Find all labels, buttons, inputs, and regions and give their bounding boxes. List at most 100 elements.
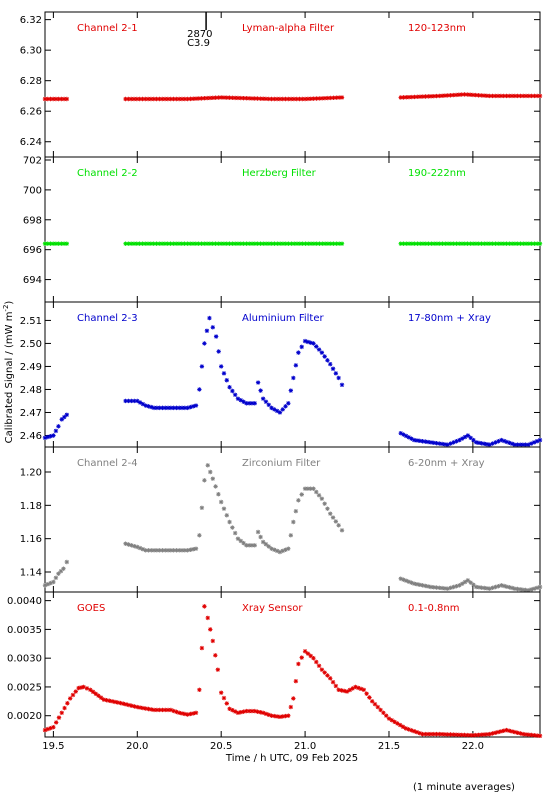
data-point: [498, 729, 504, 734]
data-point: [288, 704, 294, 710]
data-point: [51, 725, 56, 730]
data-point: [188, 711, 193, 717]
x-tick-label: 22.0: [462, 741, 484, 752]
data-point: [42, 435, 48, 440]
data-point: [467, 732, 473, 738]
data-point: [507, 241, 512, 246]
data-point: [456, 92, 462, 97]
data-point: [61, 566, 66, 571]
data-point: [258, 241, 263, 246]
data-point: [266, 712, 271, 717]
data-point: [418, 241, 423, 246]
data-point: [465, 433, 471, 438]
data-point: [266, 96, 271, 102]
x-tick-label: 20.0: [126, 741, 148, 752]
data-point: [275, 241, 280, 246]
data-point: [51, 433, 56, 438]
data-point: [537, 241, 543, 246]
data-point: [61, 241, 67, 246]
data-point: [291, 519, 296, 525]
data-point: [45, 726, 50, 732]
data-point: [129, 703, 134, 708]
data-point: [490, 585, 495, 591]
data-point: [179, 241, 184, 246]
data-point: [504, 439, 509, 445]
data-point: [286, 401, 291, 406]
data-point: [328, 511, 333, 516]
data-point: [134, 96, 140, 102]
data-point: [280, 407, 285, 412]
data-point: [191, 404, 196, 409]
data-point: [386, 716, 392, 721]
data-point: [454, 583, 459, 589]
data-point: [227, 95, 232, 100]
data-point: [406, 727, 411, 732]
data-point: [230, 388, 235, 394]
data-point: [515, 93, 520, 99]
data-point: [526, 93, 532, 99]
data-point: [51, 579, 56, 585]
data-point: [325, 358, 330, 363]
data-point: [151, 96, 156, 102]
data-point: [65, 701, 70, 706]
data-point: [442, 732, 448, 737]
data-point: [484, 93, 490, 98]
data-point: [221, 695, 227, 701]
data-point: [319, 96, 325, 101]
data-point: [148, 96, 154, 102]
data-point: [316, 347, 322, 352]
data-point: [241, 540, 246, 546]
data-point: [462, 579, 468, 585]
data-point: [512, 93, 518, 99]
data-point: [140, 705, 146, 711]
data-point: [531, 440, 537, 445]
data-point: [501, 438, 507, 444]
data-point: [296, 498, 301, 503]
data-point: [157, 405, 162, 411]
data-point: [316, 493, 322, 498]
data-point: [434, 731, 439, 737]
data-point: [317, 241, 322, 246]
data-point: [134, 241, 139, 246]
data-point: [216, 349, 221, 354]
y-tick-label: 694: [23, 275, 42, 286]
data-point: [241, 95, 246, 101]
data-point: [404, 241, 409, 246]
data-point: [445, 93, 450, 98]
data-point: [490, 241, 495, 246]
data-point: [143, 548, 148, 553]
data-point: [241, 709, 246, 714]
band-label: 6-20nm + Xray: [408, 458, 485, 469]
data-point: [504, 241, 509, 246]
data-point: [465, 578, 471, 583]
data-point: [283, 404, 288, 409]
data-point: [252, 241, 258, 246]
data-point: [168, 405, 174, 411]
data-point: [252, 708, 257, 714]
data-point: [495, 729, 501, 735]
data-point: [409, 580, 414, 585]
data-point: [501, 241, 506, 246]
data-point: [160, 405, 165, 411]
data-point: [137, 241, 142, 246]
data-point: [423, 583, 428, 589]
data-point: [224, 95, 229, 100]
data-point: [526, 442, 531, 447]
data-point: [319, 667, 325, 672]
data-point: [526, 588, 531, 593]
data-point: [131, 96, 137, 102]
data-point: [202, 241, 207, 246]
y-tick-label: 1.20: [20, 468, 42, 479]
data-point: [314, 489, 319, 495]
data-point: [185, 96, 190, 102]
data-point: [415, 241, 420, 246]
data-point: [202, 478, 207, 483]
data-point: [260, 710, 266, 716]
data-point: [442, 442, 448, 447]
data-point: [306, 241, 311, 246]
data-point: [293, 678, 299, 684]
data-point: [406, 94, 412, 100]
data-point: [398, 95, 403, 100]
panel-frame: [44, 591, 541, 738]
data-point: [64, 412, 70, 417]
